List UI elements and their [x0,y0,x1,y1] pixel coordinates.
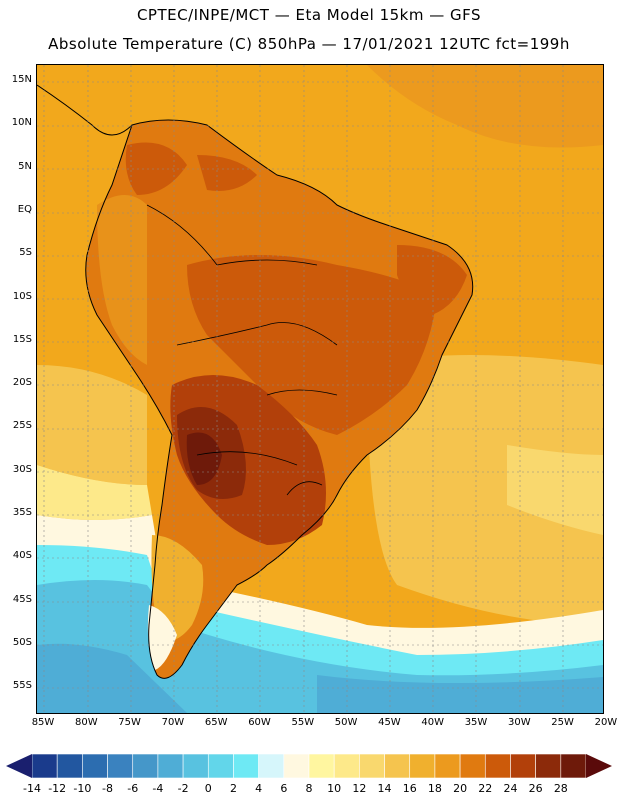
colorbar-cell [359,753,385,779]
patagonia-cool [147,605,177,670]
longitude-label: 65W [204,717,228,728]
temperature-colorbar [6,753,612,779]
central-america-coast [37,84,133,136]
longitude-label: 35W [464,717,488,728]
hot-zone-brazil [187,255,437,435]
map-canvas [37,65,603,713]
coldest-patch-southeast [317,675,603,713]
colorbar-cell [233,753,259,779]
hot-zone-northeast [397,245,467,315]
colorbar-cell [384,753,411,779]
colorbar-label: 8 [305,782,313,795]
colorbar-cell [107,753,134,779]
colder-band-south [37,580,603,713]
longitude-label: 85W [31,717,55,728]
colorbar-cell [535,753,562,779]
latitude-label: 50S [12,636,32,648]
colorbar-cell [182,753,209,779]
longitude-label: 25W [551,717,574,728]
latitude-label: 30S [12,463,32,475]
colorbar-cell [510,753,536,779]
latitude-label: 25S [12,420,32,432]
temperature-map [36,64,604,714]
colorbar-cell [459,753,486,779]
latitude-label: 45S [12,593,32,605]
hot-zone-venezuela [197,155,257,191]
cool-band-west [37,465,152,520]
mild-band-west [37,365,147,485]
colorbar-cells [31,753,587,779]
longitude-label: 45W [378,717,401,728]
latitude-label: 15S [12,333,32,345]
latitude-label: 35S [12,507,32,518]
colorbar-cell [132,753,159,779]
colorbar-label: -14 [23,782,41,795]
mild-band-east [367,355,603,625]
longitude-label: 60W [248,717,271,728]
colorbar-label: 2 [229,782,237,795]
colorbar-cell [31,753,58,779]
mild-patch-east [507,445,603,535]
latitude-label: 15N [11,74,32,85]
map-title-line2: Absolute Temperature (C) 850hPa — 17/01/… [48,35,570,53]
colorbar-cell [409,753,436,779]
colorbar-cell [560,753,587,779]
latitude-label: EQ [17,203,32,215]
graticule [37,65,603,713]
latitude-label: 55S [12,680,32,692]
longitude-label: 55W [291,717,315,728]
colorbar-cell [82,753,108,779]
country-borders [146,204,338,496]
coastline [85,119,474,679]
colorbar-high-arrow [586,754,612,778]
latitude-label: 10S [12,290,32,302]
colorbar-low-arrow [6,754,32,778]
colorbar-cell [207,753,234,779]
warm-band-northeast [367,65,603,148]
colorbar-cell [283,753,310,779]
colorbar-label: -10 [73,782,92,795]
colorbar-label: 16 [402,782,417,795]
latitude-label: 40S [12,550,32,562]
hot-zone-colombia [125,142,187,195]
latitude-label: 5N [18,160,32,172]
colorbar-label: 10 [327,782,342,795]
coldest-patch-southwest [37,643,187,713]
map-title-line1: CPTEC/INPE/MCT — Eta Model 15km — GFS [136,6,482,24]
colorbar-label: 24 [503,782,518,795]
colorbar-label: 4 [255,782,263,795]
colorbar-cell [333,753,360,779]
colorbar-label: -12 [48,782,67,795]
longitude-label: 75W [118,717,141,728]
latitude-label: 10N [11,117,32,129]
longitude-label: 20W [594,717,618,728]
colorbar-cell [434,753,461,779]
longitude-label: 50W [334,717,358,728]
longitude-label: 30W [507,717,531,728]
colorbar-cell [258,753,285,779]
longitude-label: 70W [161,717,185,728]
colorbar-label: 22 [478,782,493,795]
colorbar-label: -4 [152,782,164,795]
colorbar-cell [484,753,511,779]
colorbar-cell [56,753,83,779]
colorbar-label: 0 [204,782,212,795]
colorbar-cell [157,753,184,779]
longitude-label: 80W [74,717,98,728]
colorbar-label: 20 [453,782,468,795]
colorbar-label: 12 [352,782,367,795]
latitude-label: 20S [12,377,32,389]
longitude-label: 40W [421,717,444,728]
colorbar-label: -6 [127,782,139,795]
colorbar-label: -2 [177,782,189,795]
colorbar-label: 14 [377,782,392,795]
andes-mild-zone [97,195,147,365]
colorbar-cell [308,753,335,779]
colorbar-label: 28 [553,782,568,795]
colorbar-label: 18 [427,782,442,795]
colorbar-label: 6 [280,782,288,795]
latitude-label: 5S [19,247,32,259]
colorbar-label: 26 [528,782,543,795]
colorbar-label: -8 [102,782,114,795]
